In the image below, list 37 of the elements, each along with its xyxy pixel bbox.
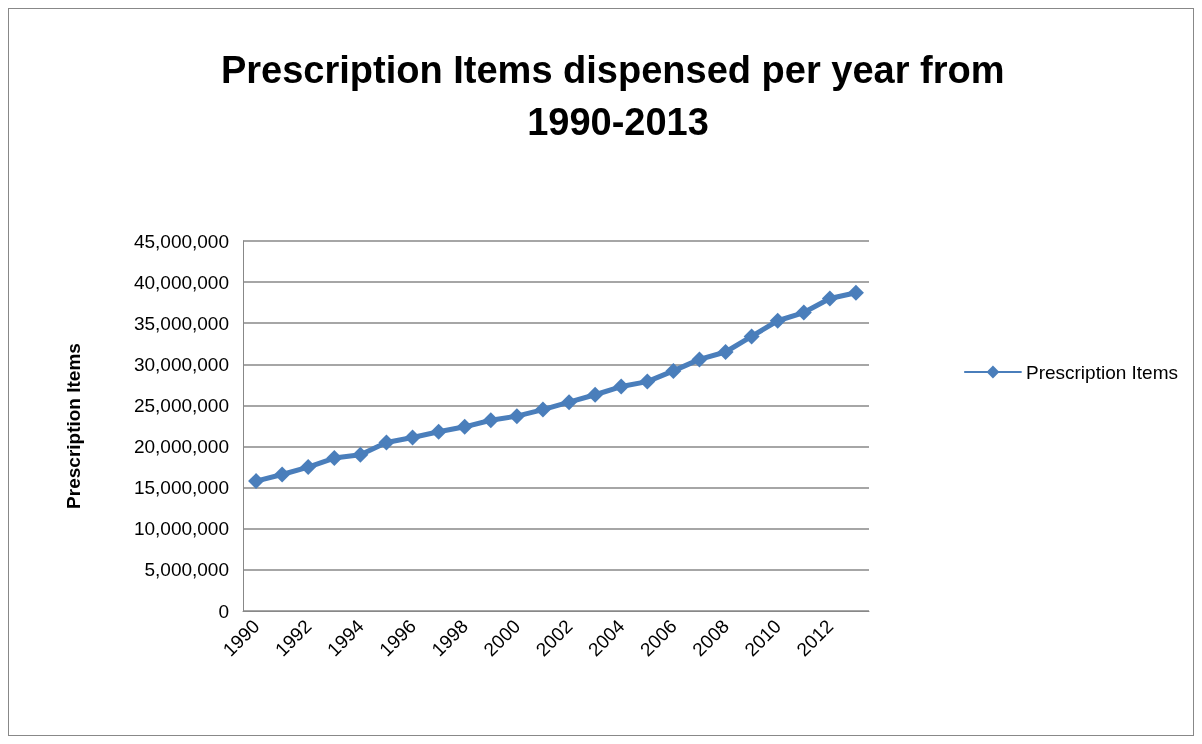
y-tick-label: 30,000,000 [133, 353, 229, 375]
y-tick-label: 25,000,000 [133, 394, 229, 416]
y-tick-label: 20,000,000 [133, 436, 229, 458]
point [561, 394, 578, 411]
y-tick-label: 45,000,000 [133, 230, 229, 252]
point [769, 312, 786, 329]
point [665, 362, 682, 379]
point [691, 351, 708, 368]
point [847, 284, 864, 301]
point [821, 290, 838, 307]
point [378, 434, 395, 451]
point [534, 401, 551, 418]
y-tick-label: 15,000,000 [133, 477, 229, 499]
point [404, 429, 421, 446]
point [795, 304, 812, 321]
point [248, 473, 265, 490]
y-tick-label: 40,000,000 [133, 271, 229, 293]
point [743, 328, 760, 345]
y-tick-label: 5,000,000 [144, 559, 229, 581]
y-tick-label: 10,000,000 [133, 518, 229, 540]
point [456, 418, 473, 435]
y-tick-label: 0 [218, 600, 229, 622]
chart-title: Prescription Items dispensed per year from 1990-2013 [220, 49, 1016, 143]
point [274, 466, 291, 483]
point [352, 446, 369, 463]
point [639, 373, 656, 390]
point [326, 450, 343, 467]
y-axis-title: Prescription Items [63, 343, 84, 509]
y-tick-label: 35,000,000 [133, 312, 229, 334]
point [717, 344, 734, 360]
point [508, 408, 525, 425]
legend-label: Prescription Items [1025, 361, 1178, 383]
point [430, 423, 447, 440]
point [482, 412, 499, 429]
point [300, 459, 317, 476]
point [613, 378, 630, 395]
point [587, 386, 604, 403]
